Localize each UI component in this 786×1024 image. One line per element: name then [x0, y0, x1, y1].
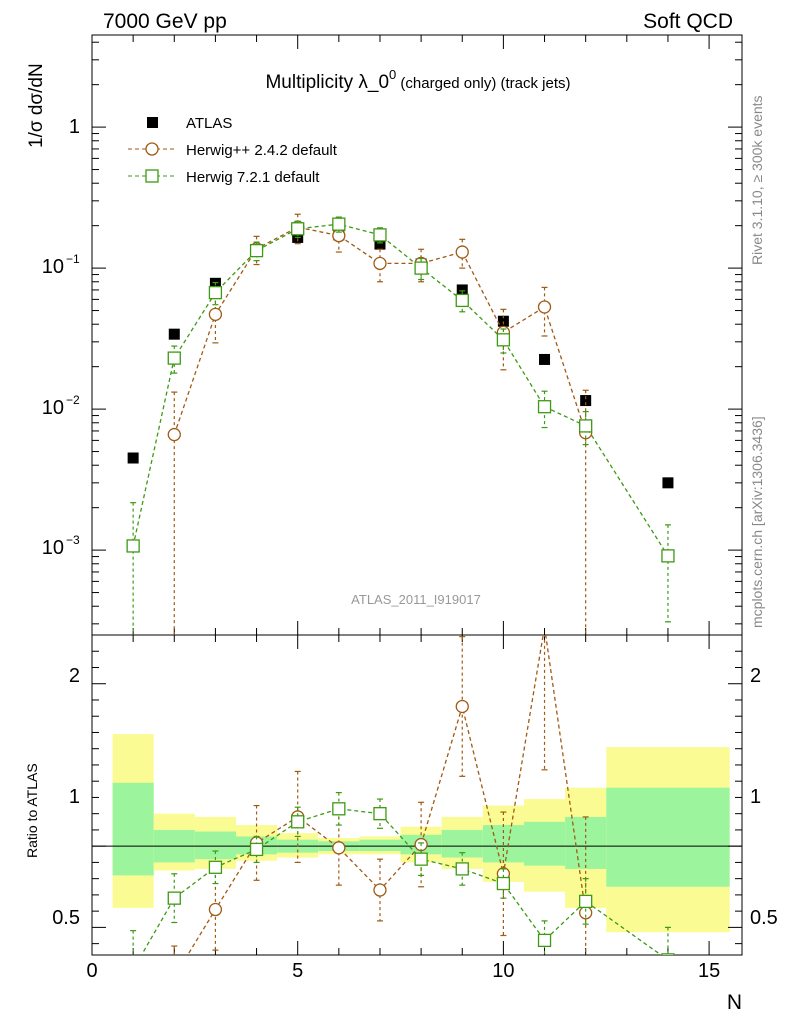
data-point [455, 245, 469, 259]
data-point [332, 802, 346, 816]
data-point [168, 971, 180, 983]
top-panel-data [126, 213, 675, 635]
chart-title-sup: 0 [389, 67, 396, 82]
data-point [208, 902, 223, 917]
ratio-band-inner [194, 831, 236, 860]
chart-title: Multiplicity λ_00 (charged only) (track … [265, 67, 570, 93]
y-tick-label: 1 [69, 116, 80, 138]
y-tick-labels-top: 1 10 −1 10 −2 10 −3 [42, 116, 80, 559]
data-point [373, 228, 387, 242]
data-point [127, 452, 139, 464]
y-tick-base: 10 [42, 397, 64, 419]
data-point [373, 883, 387, 897]
data-point [496, 876, 511, 891]
data-point [537, 300, 552, 314]
y-tick-label: 10 [42, 537, 64, 559]
x-axis-title: N [727, 991, 742, 1014]
data-point [414, 852, 428, 866]
data-point [249, 842, 264, 857]
y-tick-base: 10 [42, 537, 64, 559]
ratio-panel-data [127, 635, 675, 983]
data-point [291, 222, 305, 236]
x-tick-label: 5 [292, 960, 303, 982]
data-point [167, 891, 181, 905]
data-point [332, 841, 346, 855]
data-point [373, 256, 387, 271]
data-point [249, 243, 264, 258]
ratio-tick-label-right: 0.5 [750, 907, 778, 929]
y-tick-exponent: −1 [66, 252, 80, 266]
ratio-tick-label: 1 [69, 786, 80, 808]
data-point [662, 477, 674, 489]
data-point [497, 315, 509, 327]
y-tick-label: 10 [42, 256, 64, 278]
y-tick-labels-bottom: 2 1 0.5 2 1 0.5 [52, 665, 778, 929]
ratio-tick-label-right: 2 [750, 665, 761, 687]
x-tick-label: 10 [492, 960, 514, 982]
ratio-band-inner [359, 839, 401, 852]
x-tick-labels: 0 5 10 15 [86, 960, 720, 982]
side-label-rivet: Rivet 3.1.10, ≥ 300k events [749, 95, 765, 265]
legend-marker-herwigpp [145, 142, 159, 156]
ratio-tick-label: 0.5 [52, 907, 80, 929]
data-point [168, 328, 180, 340]
ratio-tick-label-right: 1 [750, 786, 761, 808]
data-point [167, 351, 181, 365]
data-point [580, 395, 592, 407]
legend-label-herwigpp: Herwig++ 2.4.2 default [186, 142, 338, 159]
data-point [455, 699, 469, 714]
y-tick-base: 10 [42, 256, 64, 278]
data-point [539, 353, 551, 365]
data-point [208, 307, 223, 321]
data-point [374, 238, 386, 250]
data-point [373, 807, 387, 821]
data-point [579, 894, 593, 909]
data-point [496, 333, 511, 347]
ratio-panel-frame [91, 634, 743, 956]
legend: ATLAS Herwig++ 2.4.2 default Herwig 7.2.… [128, 115, 338, 186]
data-point [661, 549, 675, 563]
analysis-id: ATLAS_2011_I919017 [351, 592, 481, 607]
ratio-band-inner [112, 782, 154, 876]
data-point [126, 539, 140, 553]
data-point [414, 261, 428, 275]
chart-title-main: Multiplicity λ_0 [265, 72, 389, 93]
data-point [208, 860, 223, 874]
series-line [173, 226, 587, 435]
legend-marker-atlas [147, 117, 158, 128]
x-tick-label: 0 [86, 960, 97, 982]
data-point [661, 953, 675, 955]
header-left: 7000 GeV pp [103, 10, 227, 33]
data-point [167, 427, 181, 442]
data-point [455, 293, 469, 308]
data-point [291, 815, 305, 829]
data-point [537, 933, 552, 948]
data-point [456, 284, 468, 296]
chart-title-suffix: (charged only) (track jets) [396, 75, 570, 92]
data-point [127, 964, 139, 976]
side-label-mcplots: mcplots.cern.ch [arXiv:1306.3436] [749, 416, 765, 628]
x-tick-label: 15 [698, 960, 720, 982]
ratio-band-inner [523, 821, 566, 866]
legend-marker-herwig7 [145, 169, 159, 183]
y-tick-exponent: −2 [66, 393, 80, 407]
ratio-bands [112, 734, 730, 933]
data-point [579, 419, 593, 433]
y-axis-title-bottom: Ratio to ATLAS [24, 763, 40, 858]
legend-label-atlas: ATLAS [186, 115, 232, 132]
header-right: Soft QCD [643, 10, 733, 33]
data-point [537, 400, 552, 414]
y-axis-title-top: 1/σ dσ/dN [26, 63, 47, 148]
legend-label-herwig7: Herwig 7.2.1 default [186, 169, 320, 186]
data-point [455, 862, 469, 876]
y-tick-label: 10 [42, 397, 64, 419]
data-point [208, 285, 223, 300]
data-point [332, 217, 346, 231]
ratio-band-inner [606, 787, 730, 887]
ratio-tick-label: 2 [69, 665, 80, 687]
y-tick-exponent: −3 [66, 533, 80, 547]
